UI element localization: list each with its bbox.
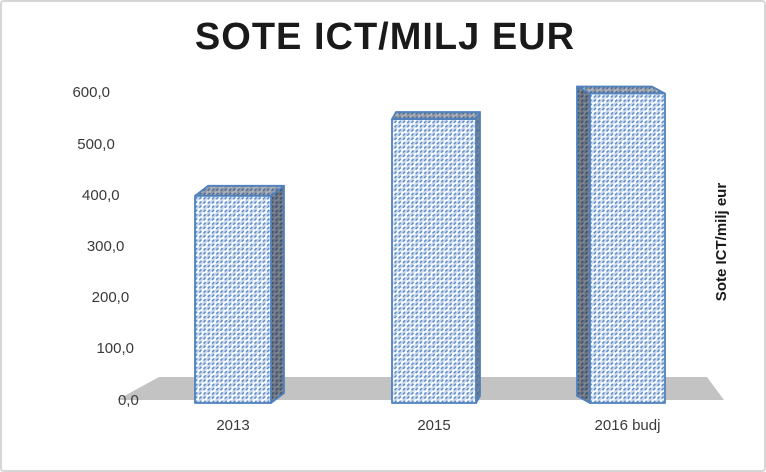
bar-2013 xyxy=(194,184,285,404)
y-tick-0,0: 0,0 xyxy=(117,391,139,409)
y-tick-600,0: 600,0 xyxy=(72,84,110,102)
y-tick-500,0: 500,0 xyxy=(77,135,115,153)
bar-2015 xyxy=(391,111,481,404)
y-tick-200,0: 200,0 xyxy=(91,289,130,307)
y-tick-100,0: 100,0 xyxy=(96,340,134,358)
value-axis-title: Sote ICT/milj eur xyxy=(713,182,730,302)
chart-title: SOTE ICT/MILJ EUR xyxy=(194,16,576,58)
x-category-2016 budj: 2016 budj xyxy=(594,417,661,434)
y-tick-400,0: 400,0 xyxy=(82,186,120,204)
y-tick-300,0: 300,0 xyxy=(86,237,125,255)
x-category-2015: 2015 xyxy=(417,417,451,434)
bar-2016 budj xyxy=(576,85,666,404)
x-category-2013: 2013 xyxy=(216,417,250,434)
bars-group xyxy=(194,85,666,404)
